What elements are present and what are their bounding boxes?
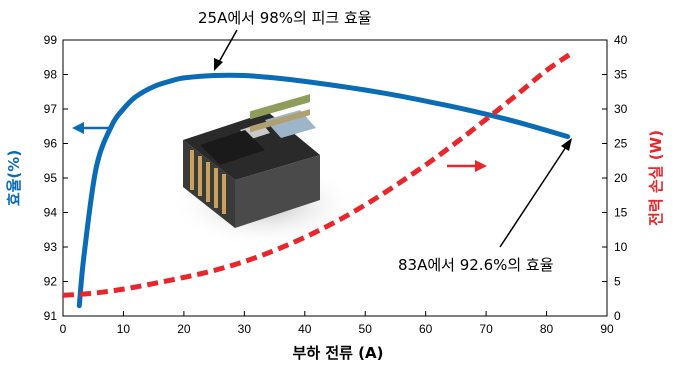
y-right-axis-ticks: 0 5 10 15 20 25 30 35 40 xyxy=(602,33,628,323)
x-axis-title: 부하 전류 (A) xyxy=(293,344,384,362)
power-module-photo-icon xyxy=(170,94,360,247)
y-right-tick-label: 0 xyxy=(614,309,621,323)
y-right-tick-label: 25 xyxy=(614,137,628,151)
y-right-axis-title: 전력 손실 (W) xyxy=(647,130,665,226)
y-left-axis-title: 효율(%) xyxy=(5,150,23,206)
x-tick-label: 20 xyxy=(177,322,191,336)
x-tick-label: 40 xyxy=(298,322,312,336)
y-right-tick-label: 15 xyxy=(614,206,628,220)
x-tick-label: 50 xyxy=(359,322,373,336)
y-right-tick-label: 35 xyxy=(614,68,628,82)
y-left-tick-label: 92 xyxy=(44,275,58,289)
x-tick-label: 70 xyxy=(479,322,493,336)
x-tick-label: 90 xyxy=(600,322,614,336)
y-left-tick-label: 98 xyxy=(44,68,58,82)
y-right-tick-label: 5 xyxy=(614,275,621,289)
efficiency-series-line xyxy=(76,72,571,309)
efficiency-axis-arrow xyxy=(72,122,112,134)
x-tick-label: 60 xyxy=(419,322,433,336)
x-tick-label: 80 xyxy=(540,322,554,336)
y-left-tick-label: 95 xyxy=(44,171,58,185)
full-load-efficiency-annotation: 83A에서 92.6%의 효율 xyxy=(398,256,554,274)
y-left-tick-label: 96 xyxy=(44,137,58,151)
y-left-tick-label: 91 xyxy=(44,309,58,323)
full-load-annotation-arrow xyxy=(499,138,572,248)
peak-annotation-arrow xyxy=(214,29,238,71)
y-right-tick-label: 20 xyxy=(614,171,628,185)
power-loss-series-line xyxy=(62,51,573,298)
x-tick-label: 10 xyxy=(117,322,131,336)
y-right-tick-label: 40 xyxy=(614,33,628,47)
y-right-tick-label: 30 xyxy=(614,102,628,116)
power-loss-axis-arrow xyxy=(447,160,487,172)
peak-efficiency-annotation: 25A에서 98%의 피크 효율 xyxy=(198,9,372,27)
x-tick-label: 0 xyxy=(60,322,67,336)
y-left-tick-label: 99 xyxy=(44,33,58,47)
x-axis-ticks: 0 10 20 30 40 50 60 70 80 90 xyxy=(60,311,614,336)
y-left-tick-label: 93 xyxy=(44,240,58,254)
y-left-axis-ticks: 91 92 93 94 95 96 97 98 99 xyxy=(44,33,68,323)
x-tick-label: 30 xyxy=(238,322,252,336)
y-right-tick-label: 10 xyxy=(614,240,628,254)
y-left-tick-label: 94 xyxy=(44,206,58,220)
y-left-tick-label: 97 xyxy=(44,102,58,116)
